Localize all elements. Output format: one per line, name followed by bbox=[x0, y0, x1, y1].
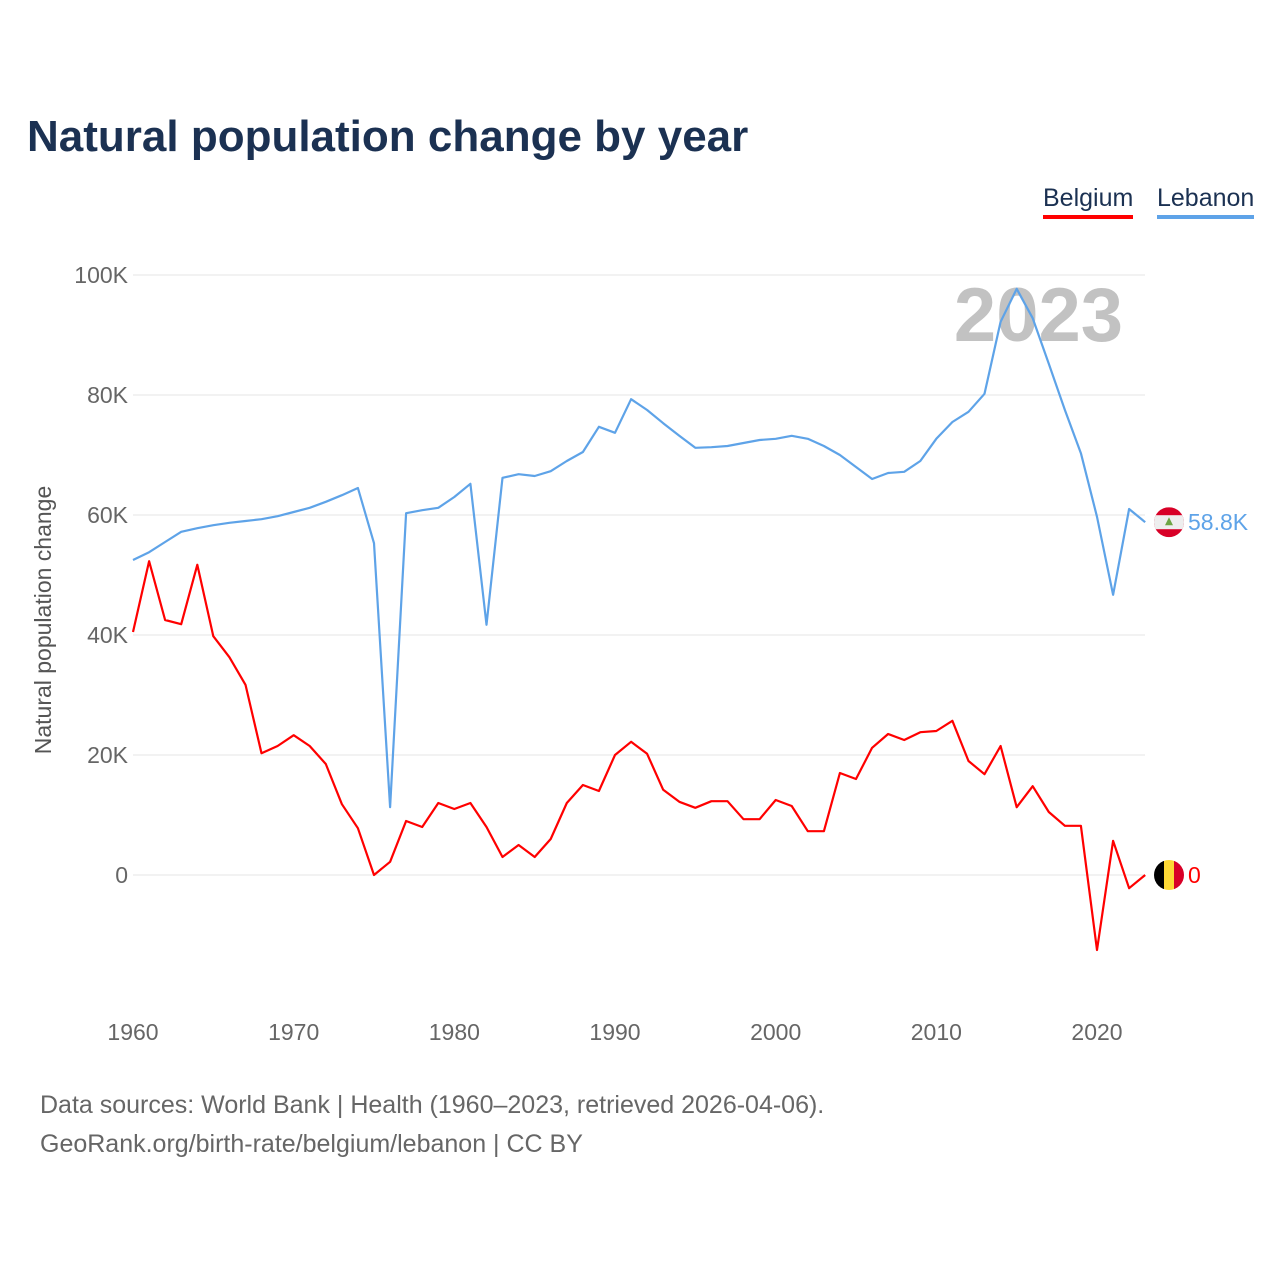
source-link[interactable]: GeoRank.org/birth-rate/belgium/lebanon |… bbox=[40, 1130, 583, 1158]
data-sources: Data sources: World Bank | Health (1960–… bbox=[40, 1091, 825, 1119]
y-tick-label: 40K bbox=[87, 622, 129, 648]
y-tick-label: 80K bbox=[87, 382, 129, 408]
x-tick-label: 2020 bbox=[1071, 1019, 1122, 1045]
y-tick-label: 0 bbox=[115, 862, 128, 888]
end-value-label: 58.8K bbox=[1188, 509, 1249, 535]
x-tick-label: 1990 bbox=[589, 1019, 640, 1045]
x-tick-label: 1970 bbox=[268, 1019, 319, 1045]
legend-belgium[interactable]: Belgium bbox=[1043, 184, 1134, 219]
series-line-belgium bbox=[131, 560, 1146, 952]
x-tick-label: 1960 bbox=[107, 1019, 158, 1045]
legend-lebanon[interactable]: Lebanon bbox=[1157, 184, 1255, 219]
chart-title: Natural population change by year bbox=[27, 112, 749, 161]
y-tick-label: 20K bbox=[87, 742, 129, 768]
flag-stripe-yellow bbox=[1164, 860, 1174, 890]
y-tick-label: 100K bbox=[74, 262, 128, 288]
x-tick-label: 2000 bbox=[750, 1019, 801, 1045]
cedar-icon bbox=[1165, 517, 1173, 526]
end-value-label: 0 bbox=[1188, 862, 1201, 888]
x-tick-label: 2010 bbox=[911, 1019, 962, 1045]
series-line-lebanon bbox=[132, 287, 1146, 809]
y-axis-label: Natural population change bbox=[30, 486, 56, 755]
footer: Data sources: World Bank | Health (1960–… bbox=[40, 1086, 824, 1164]
flag-stripe-red bbox=[1174, 860, 1184, 890]
y-tick-label: 60K bbox=[87, 502, 129, 528]
flag-stripe-black bbox=[1154, 860, 1164, 890]
x-tick-label: 1980 bbox=[429, 1019, 480, 1045]
lebanon-flag-icon bbox=[1154, 507, 1184, 538]
year-watermark: 2023 bbox=[954, 273, 1123, 358]
belgium-flag-icon bbox=[1154, 860, 1184, 890]
